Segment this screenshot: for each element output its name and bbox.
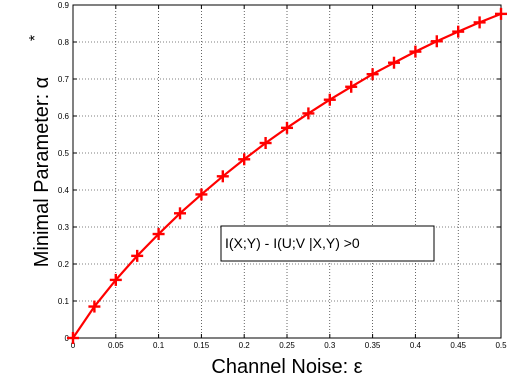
axis-ticks: 0 0.05 0.1 0.15 0.2 0.25 0.3 0.35 0.4 0.45 0.500.1… (58, 1, 507, 350)
data-point-marker (366, 68, 379, 81)
data-point-marker (323, 93, 336, 106)
x-tick-label: 0.45 (450, 341, 466, 350)
x-tick-label: 0.5 (495, 341, 507, 350)
annotation-text: I(X;Y) - I(U;V |X,Y) >0 (225, 235, 360, 251)
data-point-marker (388, 56, 400, 69)
x-tick-label: 0.25 (279, 341, 295, 350)
plot-frame (72, 4, 502, 339)
y-tick-label: 0.2 (58, 260, 70, 269)
data-point-marker (409, 45, 422, 58)
y-tick-label: 0.4 (58, 186, 70, 195)
y-tick-label: 0.6 (58, 112, 70, 121)
y-tick-label: 0.3 (58, 223, 70, 232)
data-point-marker (473, 16, 486, 29)
y-axis-label-group: Minimal Parameter: α * (27, 35, 53, 267)
data-point-marker (495, 7, 507, 20)
x-tick-label: 0.35 (365, 341, 381, 350)
grid (73, 5, 501, 338)
x-axis-label: Channel Noise: ε (211, 356, 362, 378)
data-point-marker (195, 188, 208, 201)
y-tick-label: 0.5 (58, 149, 70, 158)
y-axis-label-superscript: * (27, 35, 44, 41)
data-point-marker (345, 80, 358, 93)
x-tick-label: 0.1 (153, 341, 165, 350)
data-point-marker (452, 25, 465, 38)
data-point-marker (302, 107, 315, 120)
data-point-marker (281, 121, 293, 134)
x-tick-label: 0.2 (239, 341, 251, 350)
y-tick-label: 0.7 (58, 75, 70, 84)
data-point-marker (238, 153, 251, 166)
x-tick-label: 0.3 (324, 341, 336, 350)
series-layer (67, 7, 507, 344)
data-point-marker (174, 207, 186, 220)
data-point-marker (152, 228, 165, 241)
y-tick-label: 0.1 (58, 297, 70, 306)
data-point-marker (259, 137, 272, 150)
annotation-box: I(X;Y) - I(U;V |X,Y) >0 (220, 225, 435, 262)
data-point-marker (430, 35, 443, 48)
annotation-frame (220, 225, 435, 262)
x-tick-label: 0.15 (194, 341, 210, 350)
data-point-marker (88, 300, 101, 313)
y-tick-label: 0.9 (58, 1, 70, 10)
x-tick-label: 0.4 (410, 341, 422, 350)
y-tick-label: 0.8 (58, 38, 70, 47)
y-axis-label: Minimal Parameter: α (31, 77, 53, 268)
x-tick-label: 0 (71, 341, 76, 350)
x-tick-label: 0.05 (108, 341, 124, 350)
data-point-marker (216, 170, 229, 183)
data-point-marker (67, 332, 79, 344)
data-point-marker (109, 273, 122, 286)
data-point-marker (131, 249, 144, 262)
